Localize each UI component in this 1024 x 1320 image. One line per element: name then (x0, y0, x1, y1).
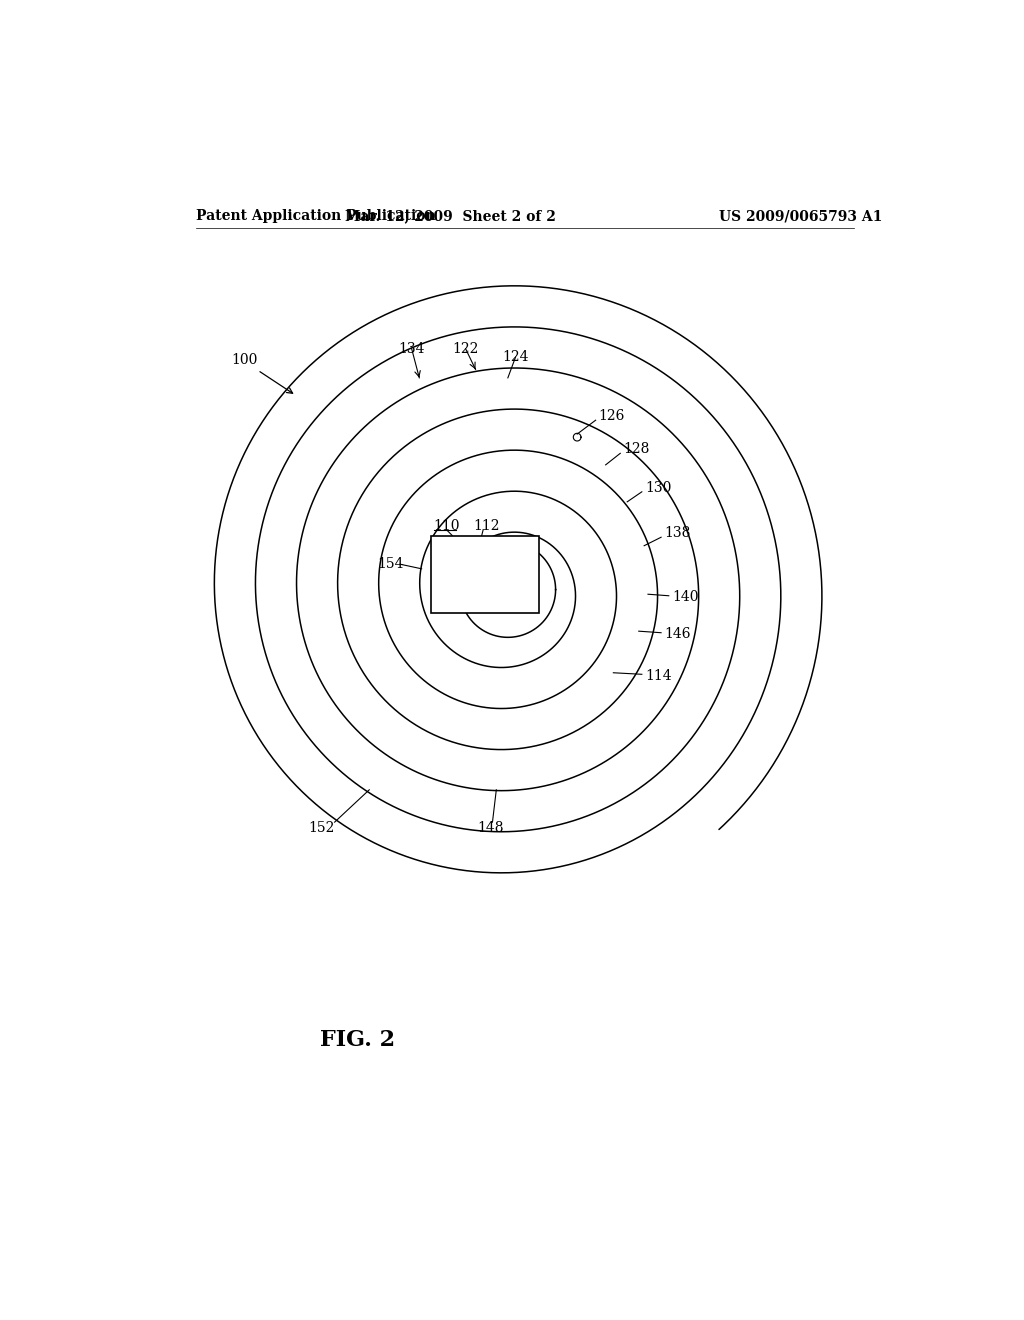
Text: 154: 154 (378, 557, 404, 572)
Text: 112: 112 (473, 519, 500, 533)
Text: 128: 128 (624, 442, 650, 457)
Text: Mar. 12, 2009  Sheet 2 of 2: Mar. 12, 2009 Sheet 2 of 2 (345, 209, 556, 223)
Text: 114: 114 (645, 669, 672, 682)
Text: 110: 110 (433, 519, 460, 533)
Text: 126: 126 (599, 409, 625, 424)
Text: 138: 138 (665, 527, 690, 540)
Text: US 2009/0065793 A1: US 2009/0065793 A1 (719, 209, 882, 223)
Text: 130: 130 (645, 480, 672, 495)
Text: 148: 148 (477, 821, 504, 836)
Text: FIG. 2: FIG. 2 (321, 1030, 395, 1051)
Text: 122: 122 (453, 342, 478, 355)
Text: 152: 152 (308, 821, 335, 836)
Polygon shape (431, 536, 539, 612)
Text: 134: 134 (398, 342, 425, 355)
Text: 140: 140 (672, 590, 698, 605)
Text: 124: 124 (503, 350, 528, 364)
Text: 146: 146 (665, 627, 690, 642)
Text: 100: 100 (231, 354, 258, 367)
Text: Patent Application Publication: Patent Application Publication (196, 209, 435, 223)
